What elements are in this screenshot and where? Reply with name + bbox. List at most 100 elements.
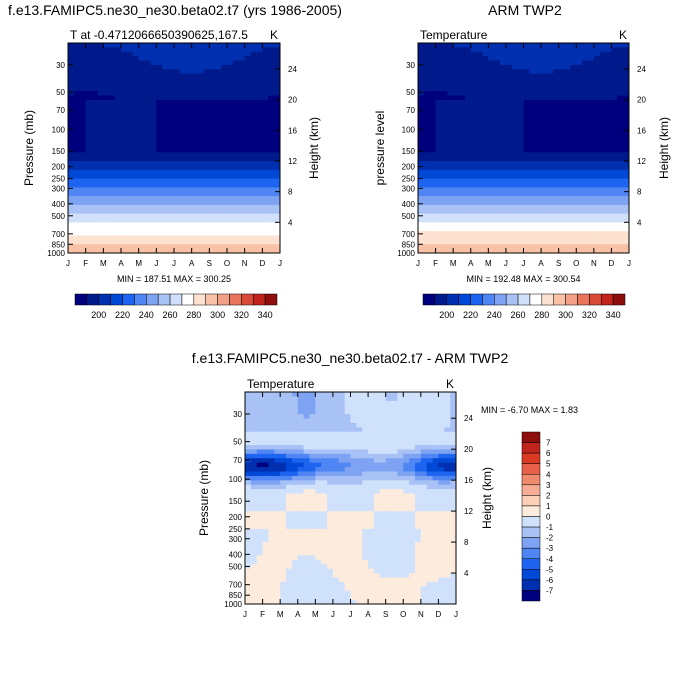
heatmap-cell	[464, 183, 472, 188]
heatmap-cell	[262, 204, 269, 210]
heatmap-cell	[488, 130, 495, 136]
heatmap-cell	[576, 113, 583, 118]
heatmap-cell	[321, 484, 328, 490]
heatmap-cell	[511, 56, 519, 61]
heatmap-cell	[138, 78, 145, 83]
heatmap-cell	[286, 471, 293, 477]
heatmap-cell	[321, 520, 328, 525]
heatmap-cell	[418, 117, 425, 123]
heatmap-cell	[185, 64, 193, 70]
heatmap-cell	[488, 134, 495, 140]
heatmap-cell	[174, 178, 181, 184]
heatmap-cell	[423, 60, 431, 66]
heatmap-cell	[500, 231, 507, 236]
heatmap-cell	[232, 231, 240, 236]
heatmap-cell	[168, 73, 175, 79]
heatmap-cell	[356, 595, 363, 600]
heatmap-cell	[262, 191, 269, 197]
colorbar-box	[565, 293, 578, 306]
heatmap-cell	[68, 196, 75, 201]
heatmap-cell	[362, 480, 369, 486]
heatmap-cell	[332, 449, 340, 455]
heatmap-cell	[144, 169, 151, 175]
heatmap-cell	[459, 222, 466, 228]
heatmap-cell	[558, 191, 565, 197]
heatmap-cell	[611, 43, 618, 48]
heatmap-cell	[286, 528, 293, 534]
heatmap-cell	[511, 152, 519, 158]
heatmap-cell	[558, 130, 565, 136]
heatmap-cell	[435, 91, 442, 96]
heatmap-cell	[150, 152, 157, 158]
heatmap-cell	[529, 69, 536, 75]
heatmap-cell	[593, 82, 601, 88]
heatmap-cell	[494, 73, 501, 79]
heatmap-cell	[494, 126, 501, 131]
heatmap-cell	[552, 86, 560, 92]
heatmap-cell	[564, 169, 571, 175]
heatmap-cell	[517, 161, 524, 166]
heatmap-cell	[232, 248, 240, 254]
heatmap-cell	[338, 506, 346, 512]
heatmap-cell	[500, 187, 507, 193]
heatmap-cell	[232, 139, 240, 145]
heatmap-cell	[97, 169, 104, 175]
heatmap-cell	[232, 60, 240, 66]
heatmap-cell	[470, 169, 478, 175]
heatmap-cell	[280, 396, 287, 402]
heatmap-cell	[332, 506, 340, 512]
heatmap-cell	[256, 204, 263, 210]
heatmap-cell	[391, 498, 398, 503]
heatmap-cell	[338, 409, 346, 415]
heatmap-cell	[344, 422, 351, 428]
heatmap-cell	[203, 78, 210, 83]
heatmap-cell	[286, 440, 293, 446]
heatmap-cell	[303, 480, 310, 486]
heatmap-cell	[564, 82, 571, 88]
heatmap-cell	[344, 542, 351, 547]
heatmap-cell	[379, 440, 387, 446]
heatmap-cell	[309, 559, 316, 565]
heatmap-cell	[115, 161, 122, 166]
heatmap-cell	[262, 422, 269, 428]
heatmap-cell	[297, 599, 305, 605]
x-tick-label: M	[100, 259, 107, 268]
heatmap-cell	[511, 121, 519, 127]
heatmap-cell	[385, 431, 392, 437]
heatmap-cell	[332, 392, 340, 397]
heatmap-cell	[286, 414, 293, 419]
heatmap-cell	[268, 126, 275, 131]
heatmap-cell	[126, 174, 134, 180]
heatmap-cell	[441, 148, 448, 153]
heatmap-cell	[494, 143, 501, 149]
y-tick-label: 70	[406, 106, 415, 115]
heatmap-cell	[505, 69, 513, 75]
heatmap-cell	[429, 165, 436, 171]
heatmap-cell	[179, 191, 187, 197]
heatmap-cell	[576, 156, 583, 162]
heatmap-cell	[459, 104, 466, 110]
heatmap-cell	[126, 239, 134, 245]
heatmap-cell	[429, 51, 436, 57]
heatmap-cell	[215, 126, 222, 131]
heatmap-cell	[338, 445, 346, 450]
heatmap-cell	[350, 520, 357, 525]
heatmap-cell	[162, 121, 169, 127]
heatmap-cell	[418, 113, 425, 118]
heatmap-cell	[576, 226, 583, 232]
heatmap-cell	[185, 117, 193, 123]
heatmap-cell	[541, 78, 548, 83]
heatmap-cell	[227, 113, 234, 118]
colorbar-box	[169, 293, 183, 306]
heatmap-cell	[476, 161, 483, 166]
heatmap-cell	[79, 174, 87, 180]
heatmap-cell	[418, 169, 425, 175]
heatmap-cell	[227, 148, 234, 153]
heatmap-cell	[297, 484, 305, 490]
heatmap-cell	[174, 200, 181, 206]
heatmap-cell	[482, 152, 489, 158]
heatmap-cell	[505, 43, 513, 48]
heatmap-cell	[132, 121, 140, 127]
heatmap-cell	[185, 152, 193, 158]
heatmap-cell	[85, 43, 92, 48]
